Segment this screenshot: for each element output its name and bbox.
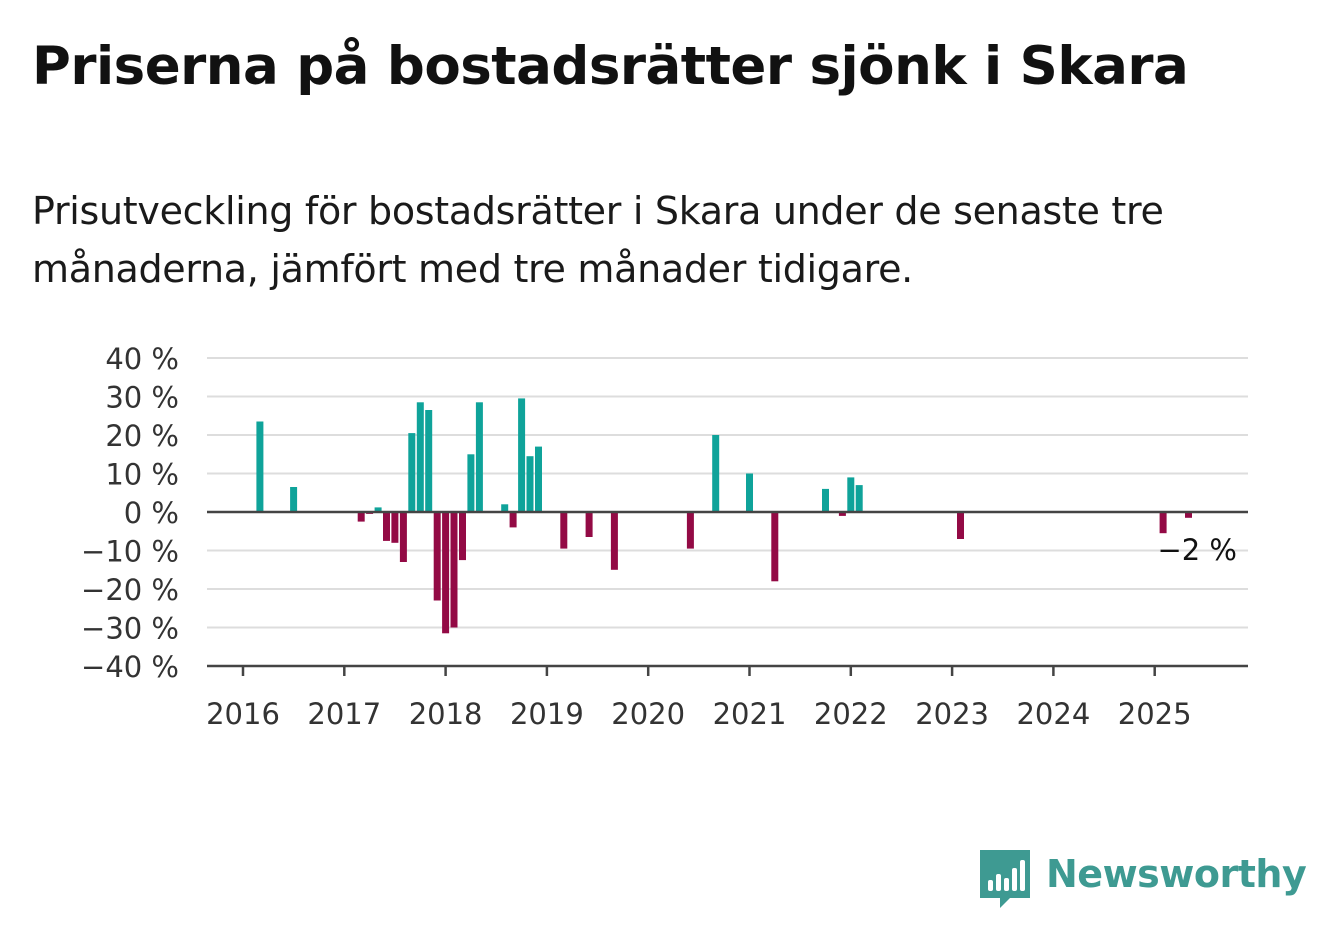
x-tick-label: 2018 xyxy=(409,697,483,731)
bar xyxy=(442,512,450,634)
y-tick-label: 40 % xyxy=(105,342,179,376)
y-tick-label: 0 % xyxy=(124,496,179,530)
x-tick-label: 2025 xyxy=(1118,697,1192,731)
bar xyxy=(450,512,458,628)
x-axis-labels: 2016 2017 2018 2019 2020 2021 2022 2023 2024 2025 xyxy=(206,697,1192,731)
bar xyxy=(610,512,618,570)
x-tick-label: 2024 xyxy=(1016,697,1090,731)
y-tick-label: −40 % xyxy=(81,650,179,684)
newsworthy-logo: Newsworthy xyxy=(980,850,1307,910)
chart-title: Priserna på bostadsrätter sjönk i Skara xyxy=(32,36,1189,97)
bar xyxy=(509,512,517,528)
y-tick-label: 10 % xyxy=(105,458,179,492)
logo-wordmark: Newsworthy xyxy=(1046,852,1307,896)
y-tick-label: 20 % xyxy=(105,419,179,453)
grid-lines xyxy=(207,357,1248,629)
bar xyxy=(425,410,433,512)
bar xyxy=(475,402,483,512)
y-axis-labels: 40 % 30 % 20 % 10 % 0 % −10 % −20 % −30 % −40 % xyxy=(81,342,179,684)
bar xyxy=(391,512,399,543)
y-tick-label: 30 % xyxy=(105,381,179,415)
x-tick-label: 2022 xyxy=(814,697,888,731)
bar xyxy=(822,488,829,512)
chart-subtitle: Prisutveckling för bostadsrätter i Skara… xyxy=(32,189,1164,291)
newsworthy-bar-chart-speech-bubble-icon xyxy=(980,850,1030,908)
bar xyxy=(416,402,424,512)
y-tick-label: −20 % xyxy=(81,573,179,607)
bar xyxy=(467,454,475,513)
bar xyxy=(585,512,593,537)
latest-value-label: −2 % xyxy=(1157,533,1237,567)
bar xyxy=(459,512,466,561)
bar xyxy=(357,512,365,522)
bar xyxy=(560,512,568,549)
x-tick-label: 2020 xyxy=(611,697,685,731)
x-tick-label: 2017 xyxy=(307,697,381,731)
bar xyxy=(838,512,846,516)
bar xyxy=(290,487,298,512)
bar xyxy=(686,512,694,549)
bar xyxy=(1159,512,1167,534)
bar xyxy=(535,446,542,512)
bar xyxy=(847,477,855,512)
y-tick-label: −30 % xyxy=(81,612,179,646)
bar xyxy=(712,435,720,512)
bar xyxy=(374,507,382,512)
bar xyxy=(746,473,753,512)
y-tick-label: −10 % xyxy=(81,535,179,569)
bar xyxy=(433,512,441,601)
bar xyxy=(855,485,863,512)
bar xyxy=(256,421,264,512)
x-tick-label: 2021 xyxy=(713,697,787,731)
bar xyxy=(771,512,779,582)
bar xyxy=(1185,512,1192,518)
x-tick-label: 2016 xyxy=(206,697,280,731)
x-tick-label: 2023 xyxy=(915,697,989,731)
bar xyxy=(957,512,964,539)
x-tick-label: 2019 xyxy=(510,697,584,731)
bar xyxy=(399,512,407,562)
axes xyxy=(207,510,1248,676)
bar xyxy=(518,398,526,512)
bar xyxy=(408,433,416,512)
bars xyxy=(256,398,1192,634)
annotations: −2 % xyxy=(1157,533,1237,567)
bar xyxy=(383,512,390,541)
bar xyxy=(526,456,534,512)
bar xyxy=(501,504,509,512)
